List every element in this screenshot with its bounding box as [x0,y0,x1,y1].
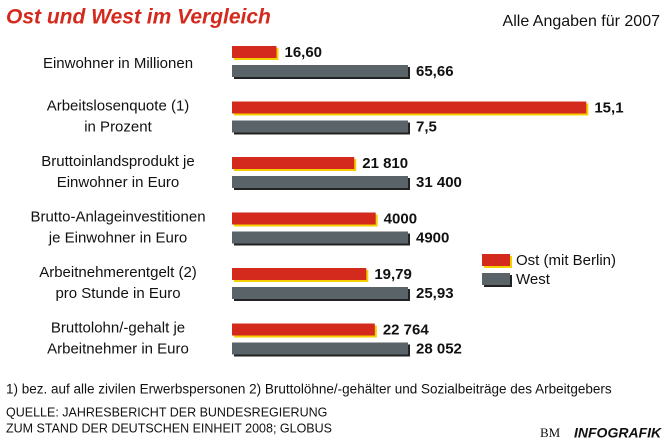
value-label: 31 400 [416,174,462,191]
bar [232,342,408,355]
value-label: 21 810 [362,155,408,172]
legend-label: Ost (mit Berlin) [516,252,616,269]
value-label: 15,1 [594,99,623,116]
bar [232,101,587,114]
value-label: 7,5 [416,118,437,135]
category-label: Einwohner in Millionen [43,55,193,72]
subtitle: Alle Angaben für 2007 [503,13,661,30]
category-label: Einwohner in Euro [57,174,180,191]
category-label: Bruttoinlandsprodukt je [41,153,194,170]
legend-swatch [482,273,510,285]
bar [232,120,408,133]
category-label: Arbeitslosenquote (1) [47,97,190,114]
value-label: 65,66 [416,63,454,80]
footnote: 1) bez. auf alle zivilen Erwerbspersonen… [6,382,612,397]
category-label: in Prozent [84,118,152,135]
category-label: Bruttolohn/-gehalt je [51,319,185,336]
bar [232,323,375,336]
bar [232,176,408,188]
bar [232,268,367,280]
category-label: Brutto-Anlageinvestitionen [30,208,205,225]
category-label: je Einwohner in Euro [48,229,187,246]
legend-swatch [482,254,510,266]
source: ZUM STAND DER DEUTSCHEN EINHEIT 2008; GL… [6,421,332,435]
source: QUELLE: JAHRESBERICHT DER BUNDESREGIERUN… [6,405,327,419]
bar [232,157,355,169]
value-label: 22 764 [383,321,430,338]
value-label: 25,93 [416,285,454,302]
bar [232,231,408,244]
category-label: Arbeitnehmer in Euro [47,340,189,357]
value-label: 28 052 [416,340,462,357]
value-label: 4000 [384,210,417,227]
chart-title: Ost und West im Vergleich [6,6,271,29]
category-label: Arbeitnehmerentgelt (2) [39,264,197,281]
value-label: 19,79 [374,266,412,283]
bar [232,65,408,77]
logo: BM [540,425,561,440]
bar [232,46,277,58]
legend-label: West [516,271,551,288]
value-label: 4900 [416,229,449,246]
bar [232,212,376,225]
value-label: 16,60 [284,44,322,61]
category-label: pro Stunde in Euro [55,285,180,302]
bar [232,287,408,299]
logo: INFOGRAFIK [574,425,662,441]
